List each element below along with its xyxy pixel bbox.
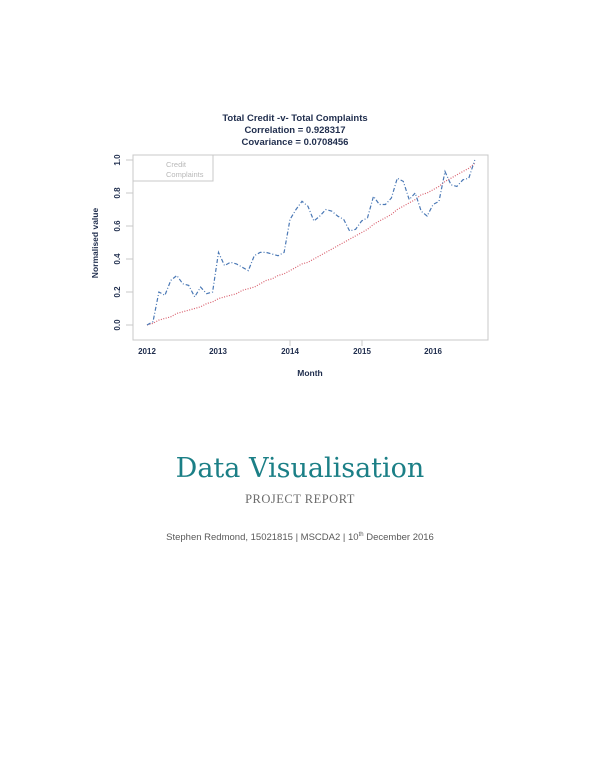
x-axis-label: Month: [297, 368, 323, 378]
svg-text:2012: 2012: [138, 347, 156, 356]
series-credit-line: [146, 162, 476, 326]
svg-text:2014: 2014: [281, 347, 299, 356]
plot-frame: [132, 154, 489, 341]
svg-text:2015: 2015: [353, 347, 371, 356]
y-tick-labels: 0.0 0.2 0.4 0.6 0.8 1.0: [113, 154, 122, 331]
svg-text:0.2: 0.2: [113, 286, 122, 298]
y-axis-label: Normalised value: [90, 208, 100, 279]
line-chart: 0.0 0.2 0.4 0.6 0.8 1.0 Normalised value…: [90, 154, 489, 378]
course-code: MSCDA2: [300, 532, 341, 543]
meta-comma: ,: [245, 532, 251, 543]
document-meta: Stephen Redmond, 15021815 | MSCDA2 | 10t…: [0, 532, 600, 543]
legend-entry-complaints: Complaints: [166, 170, 204, 179]
chart-correlation: Correlation = 0.928317: [244, 125, 346, 136]
svg-text:2013: 2013: [209, 347, 227, 356]
x-tick-labels: 2012 2013 2014 2015 2016: [138, 347, 442, 356]
svg-text:0.6: 0.6: [113, 220, 122, 232]
report-date: 10th December 2016: [348, 531, 434, 543]
meta-separator: |: [295, 532, 299, 543]
document-title: Data Visualisation: [175, 453, 425, 484]
svg-text:2016: 2016: [424, 347, 442, 356]
svg-text:0.0: 0.0: [113, 319, 122, 331]
svg-text:0.4: 0.4: [113, 253, 122, 265]
chart-legend: Credit Complaints: [132, 154, 214, 182]
svg-text:1.0: 1.0: [113, 154, 122, 166]
meta-separator: |: [342, 532, 346, 543]
student-id: 15021815: [250, 532, 293, 543]
series-complaints-line: [146, 159, 476, 326]
y-axis: [126, 159, 133, 326]
chart: 0.0 0.2 0.4 0.6 0.8 1.0 Normalised value…: [80, 108, 510, 388]
document-subtitle: PROJECT REPORT: [245, 492, 355, 506]
legend-entry-credit: Credit: [166, 160, 187, 169]
author-name: Stephen Redmond: [166, 532, 246, 543]
x-axis: [289, 340, 363, 346]
chart-covariance: Covariance = 0.0708456: [241, 137, 349, 148]
chart-title: Total Credit -v- Total Complaints: [222, 113, 368, 124]
svg-text:0.8: 0.8: [113, 187, 122, 199]
